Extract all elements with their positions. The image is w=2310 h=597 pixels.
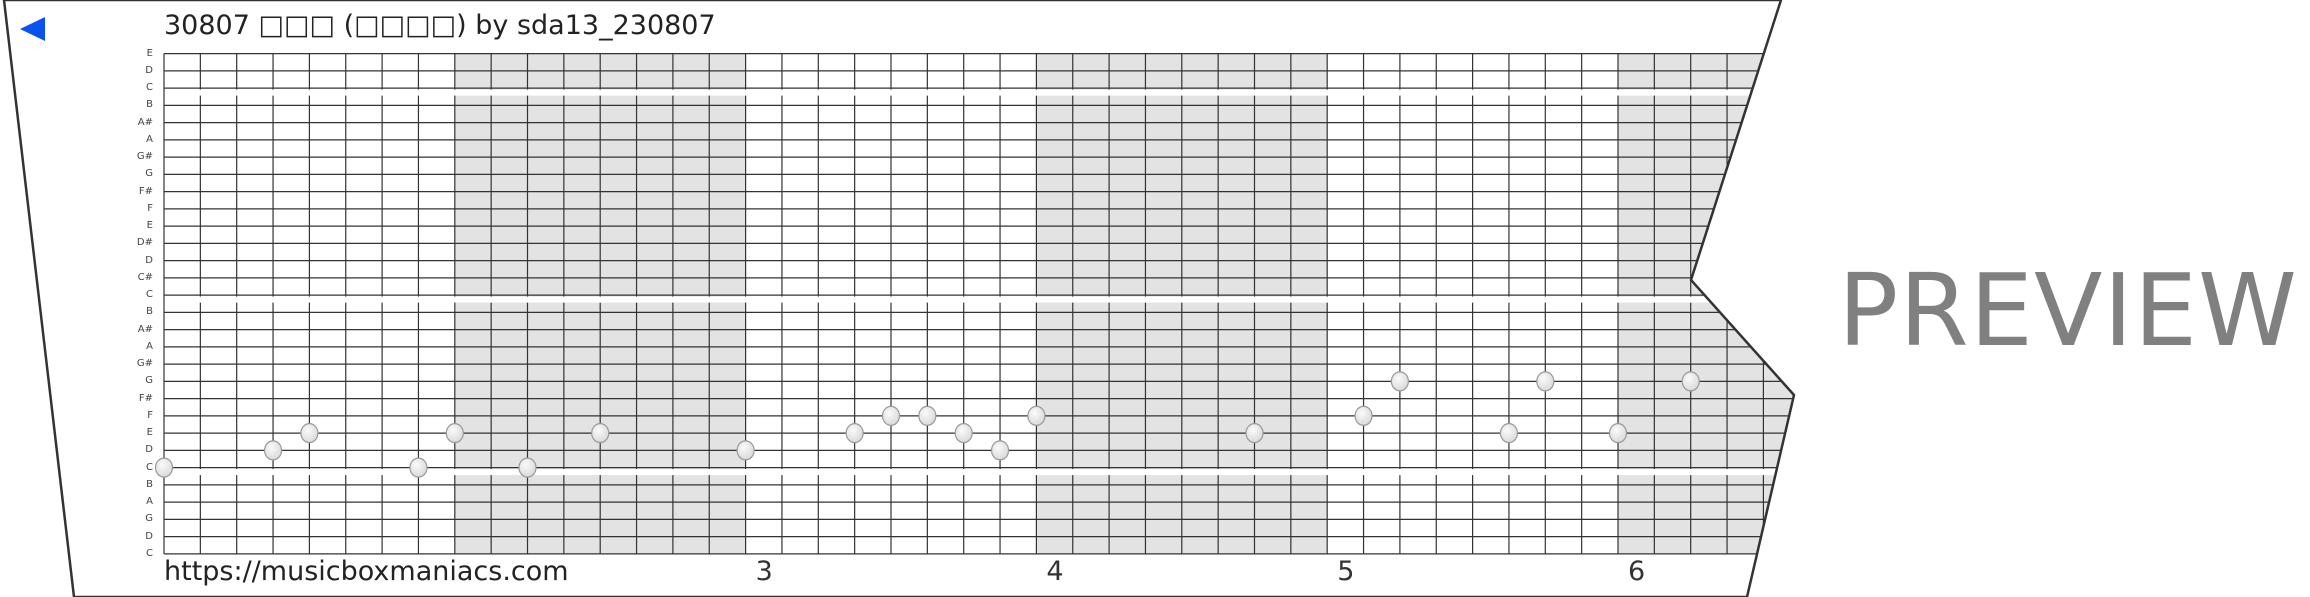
row-label: E <box>146 427 153 439</box>
row-label: F <box>147 202 153 214</box>
row-label: C <box>146 289 153 301</box>
note-grid <box>154 52 1794 555</box>
measure-number: 6 <box>1628 556 1646 587</box>
preview-watermark: PREVIEW <box>1838 252 2298 369</box>
note-hole <box>518 457 537 478</box>
note-hole <box>1245 423 1264 444</box>
note-hole <box>409 457 428 478</box>
row-label: A <box>146 340 153 352</box>
row-label: B <box>146 478 153 490</box>
note-hole <box>300 423 319 444</box>
note-hole <box>1499 423 1519 444</box>
row-label: D <box>145 64 153 76</box>
row-label: E <box>146 47 153 59</box>
measure-number: 3 <box>755 556 773 587</box>
row-label: C <box>146 82 153 94</box>
row-label: A <box>146 496 153 508</box>
note-hole <box>1390 371 1410 392</box>
page-title: 30807 □□□ (□□□□) by sda13_230807 <box>164 10 716 41</box>
row-label: A <box>146 133 153 145</box>
row-label: A# <box>137 323 153 335</box>
note-hole <box>445 423 464 444</box>
strip-outline <box>2 0 1796 597</box>
row-label: G# <box>136 151 153 163</box>
row-label: G <box>145 513 153 525</box>
row-label: D# <box>136 237 153 249</box>
row-label: E <box>146 220 153 232</box>
note-hole <box>263 440 283 461</box>
note-hole <box>154 457 174 478</box>
row-label: D <box>145 254 153 266</box>
row-label: F# <box>138 392 153 404</box>
note-hole <box>1354 405 1373 426</box>
octave-gap <box>165 469 1794 476</box>
site-url[interactable]: https://musicboxmaniacs.com <box>164 556 569 587</box>
note-hole <box>1536 371 1555 392</box>
octave-gap <box>165 296 1794 303</box>
row-label: C <box>146 547 153 559</box>
note-hole <box>881 405 901 426</box>
row-label: G <box>145 168 153 180</box>
octave-gap <box>165 89 1794 96</box>
row-label: F# <box>138 185 153 197</box>
row-label: D <box>145 530 153 542</box>
row-label: G <box>145 375 153 387</box>
measure-number: 4 <box>1046 556 1064 587</box>
back-arrow-icon[interactable] <box>20 17 45 41</box>
row-label: B <box>146 99 153 111</box>
row-label: C <box>146 461 153 473</box>
note-hole <box>918 405 937 426</box>
measure-number: 5 <box>1337 556 1355 587</box>
note-hole <box>1608 423 1628 444</box>
row-label: A# <box>137 116 153 128</box>
note-hole <box>845 423 864 444</box>
row-label: B <box>146 306 153 318</box>
row-label: G# <box>136 358 153 370</box>
row-label: F <box>147 409 153 421</box>
row-label: D <box>145 444 153 456</box>
note-hole <box>1681 371 1700 392</box>
note-hole <box>990 440 1010 461</box>
note-hole <box>591 423 610 444</box>
note-hole <box>1027 405 1046 426</box>
note-hole <box>954 423 973 444</box>
row-label: C# <box>137 271 153 283</box>
note-hole <box>736 440 755 461</box>
